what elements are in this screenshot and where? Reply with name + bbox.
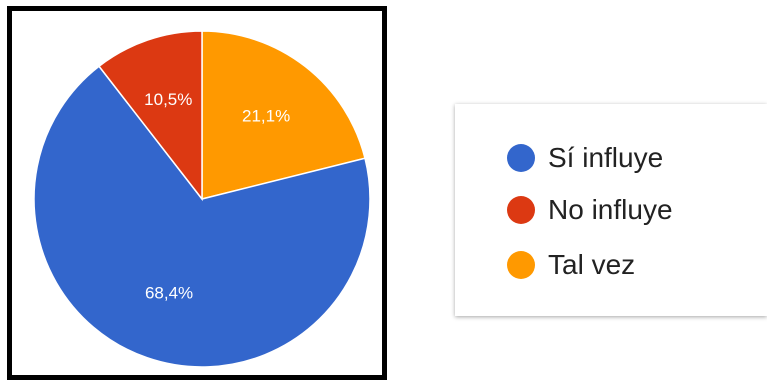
legend-label-tal-vez: Tal vez xyxy=(548,249,636,280)
legend-swatch-si-influye xyxy=(507,144,535,172)
pie-slice-si-influye xyxy=(33,65,371,368)
pie-slice-no-influye xyxy=(97,30,203,202)
legend-swatch-no-influye xyxy=(507,196,535,224)
pie-slice-tal-vez xyxy=(201,30,366,200)
data-label-si-influye: 68,4% xyxy=(145,284,193,303)
legend-item-no-influye: No influye xyxy=(507,190,673,230)
legend-item-tal-vez: Tal vez xyxy=(507,245,635,285)
legend-item-si-influye: Sí influye xyxy=(507,138,663,178)
data-label-tal-vez: 21,1% xyxy=(242,106,290,125)
legend-swatch-tal-vez xyxy=(507,251,535,279)
legend-label-si-influye: Sí influye xyxy=(548,142,664,173)
data-label-no-influye: 10,5% xyxy=(144,90,192,109)
legend-label-no-influye: No influye xyxy=(548,194,673,225)
pie-chart-frame: 21,1% 68,4% 10,5% xyxy=(7,6,387,380)
chart-legend: Sí influye No influye Tal vez xyxy=(455,104,767,316)
pie-chart: 21,1% 68,4% 10,5% xyxy=(33,30,371,368)
